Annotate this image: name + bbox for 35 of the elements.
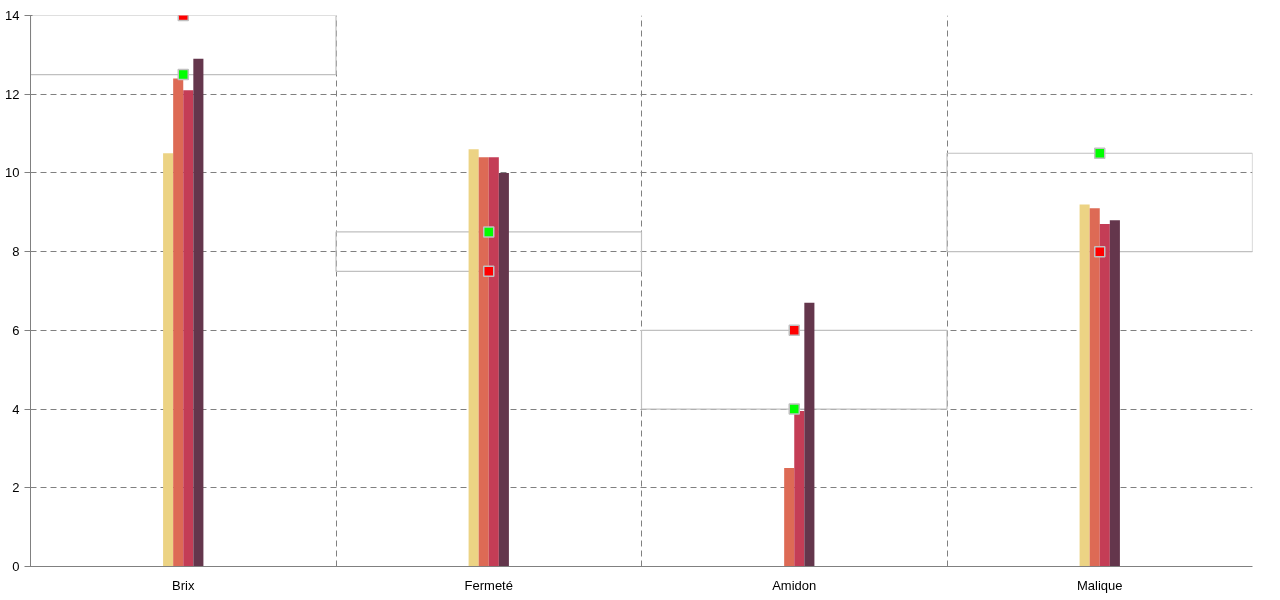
point: [177, 68, 189, 81]
point: [1094, 147, 1106, 159]
y-tick-label: 4: [12, 401, 20, 417]
bar: [163, 153, 174, 567]
bar: [1089, 208, 1100, 567]
bar: [498, 172, 509, 567]
bar: [1109, 220, 1120, 567]
y-tick-label: 6: [12, 322, 20, 338]
point: [483, 265, 495, 278]
y-tick-label: 8: [12, 244, 20, 260]
y-tick-label: 12: [5, 86, 20, 102]
bar: [794, 411, 805, 567]
y-tick-label: 10: [5, 165, 20, 181]
x-tick-label: Malique: [1076, 577, 1123, 593]
y-tick-label: 14: [5, 8, 20, 23]
point: [788, 403, 800, 415]
bar: [183, 90, 194, 567]
y-tick-label: 0: [12, 559, 20, 574]
point: [1094, 245, 1106, 258]
bar: [1099, 224, 1110, 567]
x-tick-label: Amidon: [772, 577, 817, 593]
point: [483, 226, 495, 238]
y-tick-label: 2: [12, 480, 20, 496]
x-tick-label: Brix: [172, 577, 195, 593]
bar: [804, 302, 815, 567]
bar: [193, 58, 204, 567]
bar: [173, 78, 184, 567]
bar: [478, 157, 489, 567]
x-tick-label: Fermeté: [464, 577, 513, 593]
bar: [1079, 204, 1090, 567]
bar: [335, 231, 643, 272]
bar: [468, 149, 479, 567]
bar: [784, 468, 795, 567]
bar: [488, 157, 499, 567]
point: [788, 324, 800, 337]
